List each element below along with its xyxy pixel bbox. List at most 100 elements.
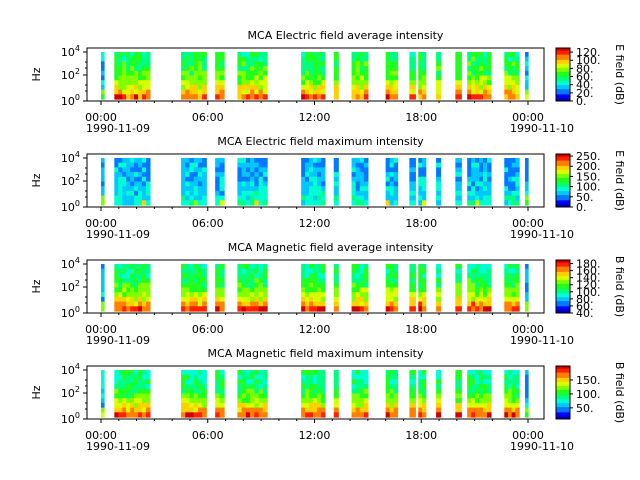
heat-cell	[138, 186, 143, 192]
heat-cell	[467, 370, 472, 376]
heat-cell	[262, 282, 268, 289]
heat-cell	[245, 181, 251, 187]
heat-cell	[189, 158, 195, 164]
heat-cell	[241, 200, 247, 206]
heat-cell	[118, 388, 123, 395]
heat-cell	[245, 84, 251, 91]
heat-cell	[316, 402, 322, 409]
heat-cell	[467, 273, 472, 279]
heat-cell	[114, 282, 119, 289]
heat-cell	[215, 162, 221, 168]
heat-cell	[486, 268, 492, 274]
heat-cell	[504, 370, 509, 376]
heat-cell	[142, 158, 147, 164]
heat-cell	[409, 388, 416, 395]
heat-cell	[355, 94, 361, 100]
heat-cell	[313, 158, 318, 164]
heat-cell	[421, 70, 427, 77]
heat-cell	[114, 195, 119, 201]
colorbar-segment	[556, 265, 570, 268]
heat-cell	[301, 70, 306, 77]
heat-cell	[475, 282, 480, 289]
colorbar-segment	[556, 90, 570, 93]
heat-cell	[126, 75, 131, 81]
heat-cell	[471, 84, 476, 91]
heat-cell	[262, 200, 268, 206]
y-tick-label: 104	[61, 362, 80, 377]
colorbar-segment	[556, 295, 570, 298]
heat-cell	[258, 374, 264, 380]
heat-cell	[363, 268, 369, 274]
heat-cell	[351, 167, 357, 173]
heat-cell	[258, 186, 264, 192]
heat-cell	[301, 52, 306, 58]
heat-cell	[309, 52, 314, 58]
heat-cell	[455, 162, 462, 168]
heat-cell	[118, 398, 123, 404]
heat-cell	[305, 89, 310, 95]
heat-cell	[471, 172, 476, 178]
heat-cell	[118, 89, 123, 95]
heat-cell	[467, 66, 472, 72]
heat-cell	[138, 190, 143, 197]
heat-cell	[483, 301, 488, 307]
heat-cell	[471, 306, 476, 312]
colorbar-segment	[556, 81, 570, 83]
heat-cell	[351, 398, 357, 404]
heat-cell	[202, 75, 207, 81]
heat-cell	[305, 402, 310, 409]
heat-cell	[467, 379, 472, 385]
heat-cell	[309, 282, 314, 289]
heat-cell	[355, 370, 361, 376]
colorbar-segment	[556, 403, 570, 405]
heat-cell	[245, 268, 251, 274]
heat-cell	[504, 190, 509, 197]
colorbar-segment	[556, 63, 570, 66]
heat-cell	[504, 374, 509, 380]
heat-cell	[479, 70, 484, 77]
colorbar-segment	[556, 299, 570, 302]
panel-title: MCA Electric field maximum intensity	[217, 135, 424, 148]
heat-cell	[455, 158, 462, 164]
heat-cell	[393, 158, 399, 164]
heat-cell	[359, 370, 365, 376]
heat-cell	[483, 172, 488, 178]
heat-cell	[471, 75, 476, 81]
heat-cell	[409, 80, 416, 86]
colorbar-segment	[556, 391, 570, 393]
heat-cell	[504, 402, 509, 409]
heat-cell	[421, 162, 427, 168]
heat-cell	[262, 398, 268, 404]
heat-cell	[254, 176, 260, 183]
heat-cell	[219, 292, 225, 298]
colorbar-segment	[556, 165, 570, 168]
colorbar-segment	[556, 67, 570, 70]
heat-cell	[134, 273, 139, 279]
heat-cell	[421, 190, 427, 197]
heat-cell	[185, 195, 191, 201]
colorbar-segment	[556, 310, 570, 313]
heat-cell	[219, 200, 225, 206]
heat-cell	[359, 287, 365, 293]
heat-cell	[122, 282, 127, 289]
heat-cell	[313, 70, 318, 77]
heat-cell	[219, 61, 225, 67]
heat-cell	[436, 388, 442, 395]
heat-cell	[421, 176, 427, 183]
heat-cell	[389, 388, 395, 395]
heat-cell	[313, 370, 318, 376]
heat-cell	[114, 264, 119, 270]
colorbar-segment	[556, 306, 570, 309]
heat-cell	[363, 190, 369, 197]
heat-cell	[475, 306, 480, 312]
heat-cell	[418, 292, 423, 298]
heat-cell	[471, 66, 476, 72]
heat-cell	[467, 407, 472, 413]
heat-cell	[142, 402, 147, 409]
heat-cell	[138, 273, 143, 279]
heat-cell	[309, 398, 314, 404]
heat-cell	[189, 94, 195, 100]
heat-cell	[455, 264, 462, 270]
heat-cell	[316, 158, 322, 164]
heat-cell	[389, 200, 395, 206]
